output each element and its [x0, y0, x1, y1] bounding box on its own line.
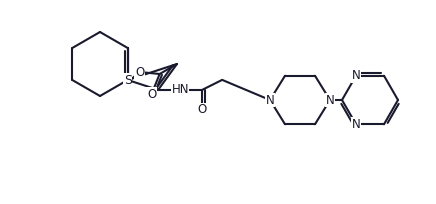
Text: O: O	[135, 65, 144, 79]
Text: O: O	[198, 103, 207, 116]
Text: HN: HN	[171, 83, 189, 96]
Text: S: S	[124, 73, 132, 86]
Text: N: N	[351, 69, 361, 82]
Text: N: N	[326, 93, 334, 106]
Text: N: N	[266, 93, 274, 106]
Text: O: O	[147, 88, 156, 101]
Text: N: N	[351, 118, 361, 131]
